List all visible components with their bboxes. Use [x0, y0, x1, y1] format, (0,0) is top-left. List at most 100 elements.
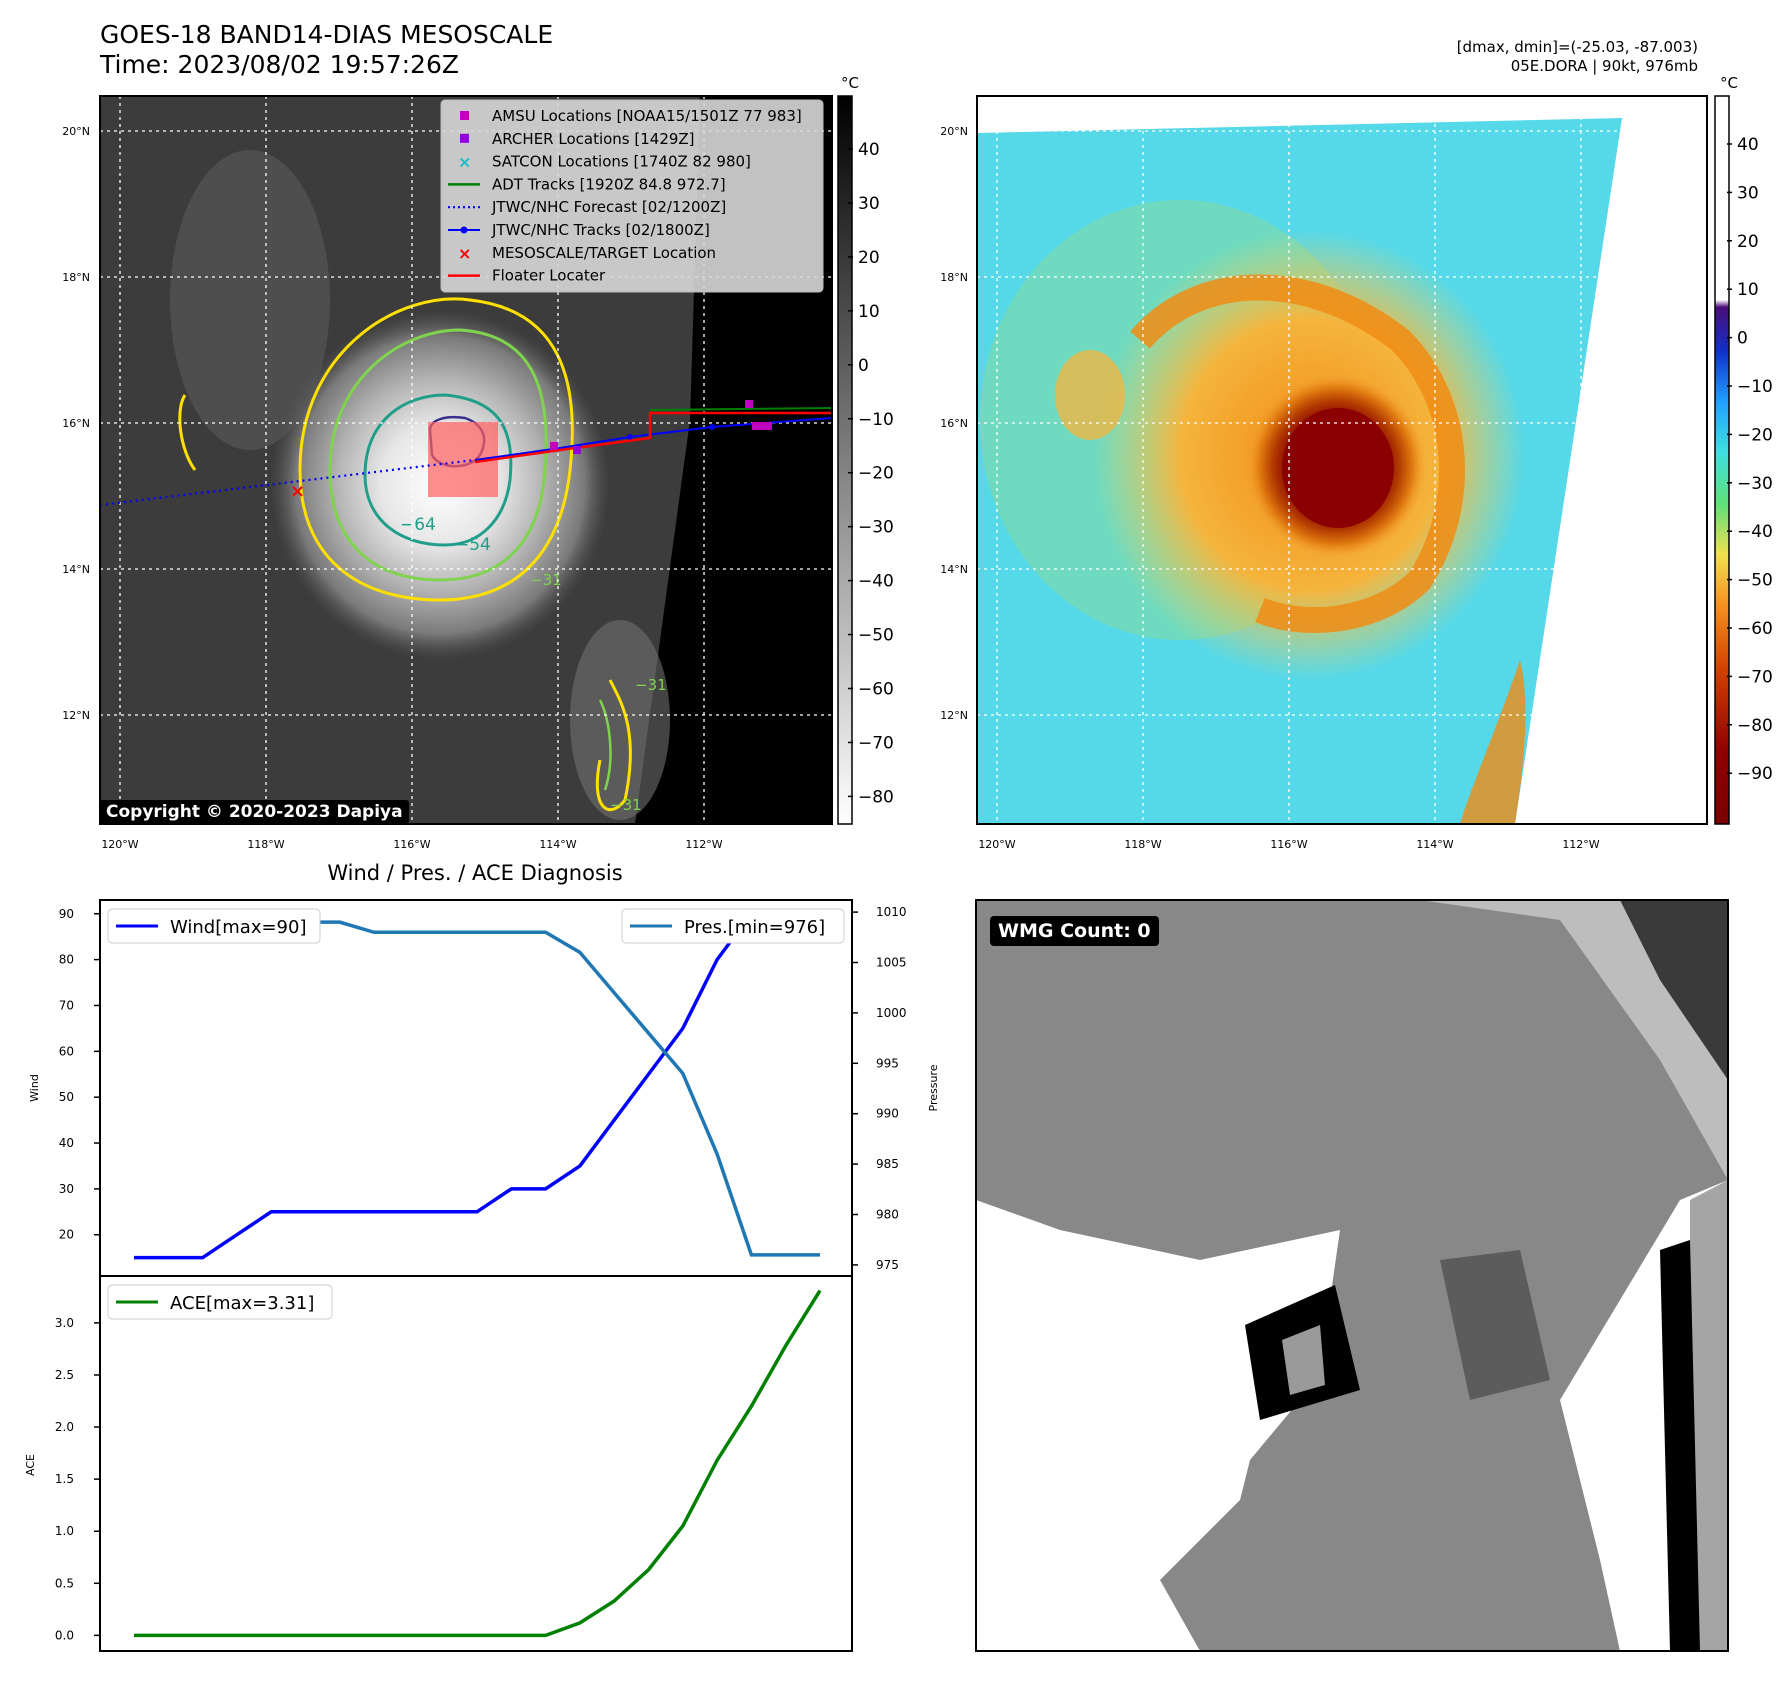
ace-tick-label: 0.0 [55, 1628, 74, 1642]
colorbar-tick: −20 [1737, 425, 1773, 445]
grayscale-colorbar [837, 95, 853, 825]
pressure-tick-label: 980 [876, 1208, 899, 1222]
wind-legend: Wind[max=90] [107, 908, 321, 944]
contour-label: −31 [635, 676, 667, 694]
storm-info: [dmax, dmin]=(-25.03, -87.003) 05E.DORA … [1457, 38, 1698, 76]
lat-tick: 16°N [62, 417, 90, 430]
pressure-legend-label: Pres.[min=976] [684, 917, 825, 938]
legend-marker-square [460, 111, 469, 120]
legend-label: ARCHER Locations [1429Z] [492, 130, 695, 148]
contour-label: −54 [455, 535, 491, 555]
wind-tick-label: 30 [59, 1182, 74, 1196]
ace-legend-label: ACE[max=3.31] [170, 1293, 314, 1314]
figure-title: GOES-18 BAND14-DIAS MESOSCALE Time: 2023… [100, 20, 553, 80]
lon-tick: 116°W [1270, 838, 1307, 851]
contour-label: −64 [400, 515, 436, 535]
legend-label: MESOSCALE/TARGET Location [492, 244, 716, 262]
lon-tick: 114°W [539, 838, 576, 851]
legend-label: Floater Locater [492, 267, 606, 285]
wind-axis-label: Wind [28, 1074, 41, 1102]
lat-tick: 18°N [940, 271, 968, 284]
lat-tick: 12°N [62, 709, 90, 722]
ace-tick-label: 0.5 [55, 1576, 74, 1590]
legend-marker-square [460, 133, 469, 143]
lat-tick: 16°N [940, 417, 968, 430]
wmg-panel [976, 900, 1728, 1651]
wind-legend-label: Wind[max=90] [170, 917, 307, 938]
title-line-2: Time: 2023/08/02 19:57:26Z [100, 50, 459, 79]
lon-tick: 112°W [685, 838, 722, 851]
colorbar-tick: 30 [1737, 183, 1759, 203]
legend-marker-x: × [458, 244, 471, 263]
colorbar-unit: °C [841, 74, 859, 92]
ace-axis-label: ACE [24, 1454, 37, 1476]
colorbar-tick: 10 [858, 302, 880, 322]
lat-tick: 12°N [940, 709, 968, 722]
wind-tick-label: 70 [59, 998, 74, 1012]
color-colorbar [1714, 95, 1730, 825]
lon-tick: 118°W [247, 838, 284, 851]
colorbar-tick: −10 [1737, 377, 1773, 397]
colorbar-tick: −90 [1737, 764, 1773, 784]
colorbar-tick: −50 [1737, 571, 1773, 591]
colorbar-tick: −70 [858, 733, 894, 753]
colorbar-tick: 10 [1737, 280, 1759, 300]
ace-chart: 0.0 0.5 1.0 1.5 2.0 2.5 3.0 [55, 1275, 853, 1652]
map-frame [99, 95, 833, 825]
wind-tick-label: 20 [59, 1228, 74, 1242]
ace-series-line [134, 1289, 822, 1638]
contour-label: −31 [530, 571, 562, 589]
lat-tick: 20°N [940, 125, 968, 138]
colorbar-tick: 30 [858, 194, 880, 214]
ace-tick-label: 1.5 [55, 1472, 74, 1486]
contour-label: −31 [610, 796, 642, 814]
colorbar-tick: 40 [1737, 135, 1759, 155]
ace-tick-label: 3.0 [55, 1316, 74, 1330]
pressure-tick-label: 985 [876, 1157, 899, 1171]
colorbar-tick: 0 [858, 356, 869, 376]
pressure-tick-label: 975 [876, 1258, 899, 1272]
colorbar-tick: 40 [858, 140, 880, 160]
ace-legend: ACE[max=3.31] [107, 1284, 333, 1320]
lon-tick: 120°W [101, 838, 138, 851]
colorbar-tick: 0 [1737, 329, 1748, 349]
legend-label: JTWC/NHC Forecast [02/1200Z] [491, 198, 726, 216]
colorbar-unit: °C [1720, 74, 1738, 92]
map-legend: AMSU Locations [NOAA15/1501Z 77 983] ARCH… [440, 99, 824, 293]
lon-tick: 120°W [978, 838, 1015, 851]
pressure-tick-label: 1000 [876, 1006, 907, 1020]
legend-label: ADT Tracks [1920Z 84.8 972.7] [492, 175, 726, 193]
colorbar-tick: −40 [858, 572, 894, 592]
wmg-count-badge: WMG Count: 0 [990, 916, 1159, 946]
ir-color-map [977, 96, 1707, 824]
lat-tick: 18°N [62, 271, 90, 284]
pressure-axis-label: Pressure [927, 1064, 940, 1111]
wind-series-line [134, 912, 820, 1260]
colorbar-tick: −30 [858, 518, 894, 538]
lat-tick: 14°N [940, 563, 968, 576]
ace-tick-label: 2.5 [55, 1368, 74, 1382]
colorbar-tick: −10 [858, 410, 894, 430]
legend-marker-x: × [458, 153, 471, 172]
ace-tick-label: 1.0 [55, 1524, 74, 1538]
floater-track [474, 411, 832, 464]
lat-tick: 20°N [62, 125, 90, 138]
title-line-1: GOES-18 BAND14-DIAS MESOSCALE [100, 20, 554, 49]
wind-pressure-chart: 20 30 40 50 60 70 80 90 975 980 985 990 995 1000 1005 1… [59, 899, 907, 1277]
colorbar-tick: −40 [1737, 522, 1773, 542]
colorbar-tick: −80 [858, 787, 894, 807]
lon-tick: 112°W [1562, 838, 1599, 851]
legend-label: AMSU Locations [NOAA15/1501Z 77 983] [492, 107, 802, 125]
dmax-dmin: [dmax, dmin]=(-25.03, -87.003) [1456, 38, 1698, 56]
colorbar-tick: 20 [1737, 232, 1759, 252]
colorbar-tick: −50 [858, 626, 894, 646]
pressure-tick-label: 990 [876, 1107, 899, 1121]
wind-tick-label: 50 [59, 1090, 74, 1104]
wind-tick-label: 60 [59, 1044, 74, 1058]
pressure-tick-label: 995 [876, 1056, 899, 1070]
svg-text:×: × [290, 481, 305, 502]
legend-label: JTWC/NHC Tracks [02/1800Z] [491, 221, 710, 239]
wind-tick-label: 80 [59, 953, 74, 967]
lon-tick: 116°W [393, 838, 430, 851]
